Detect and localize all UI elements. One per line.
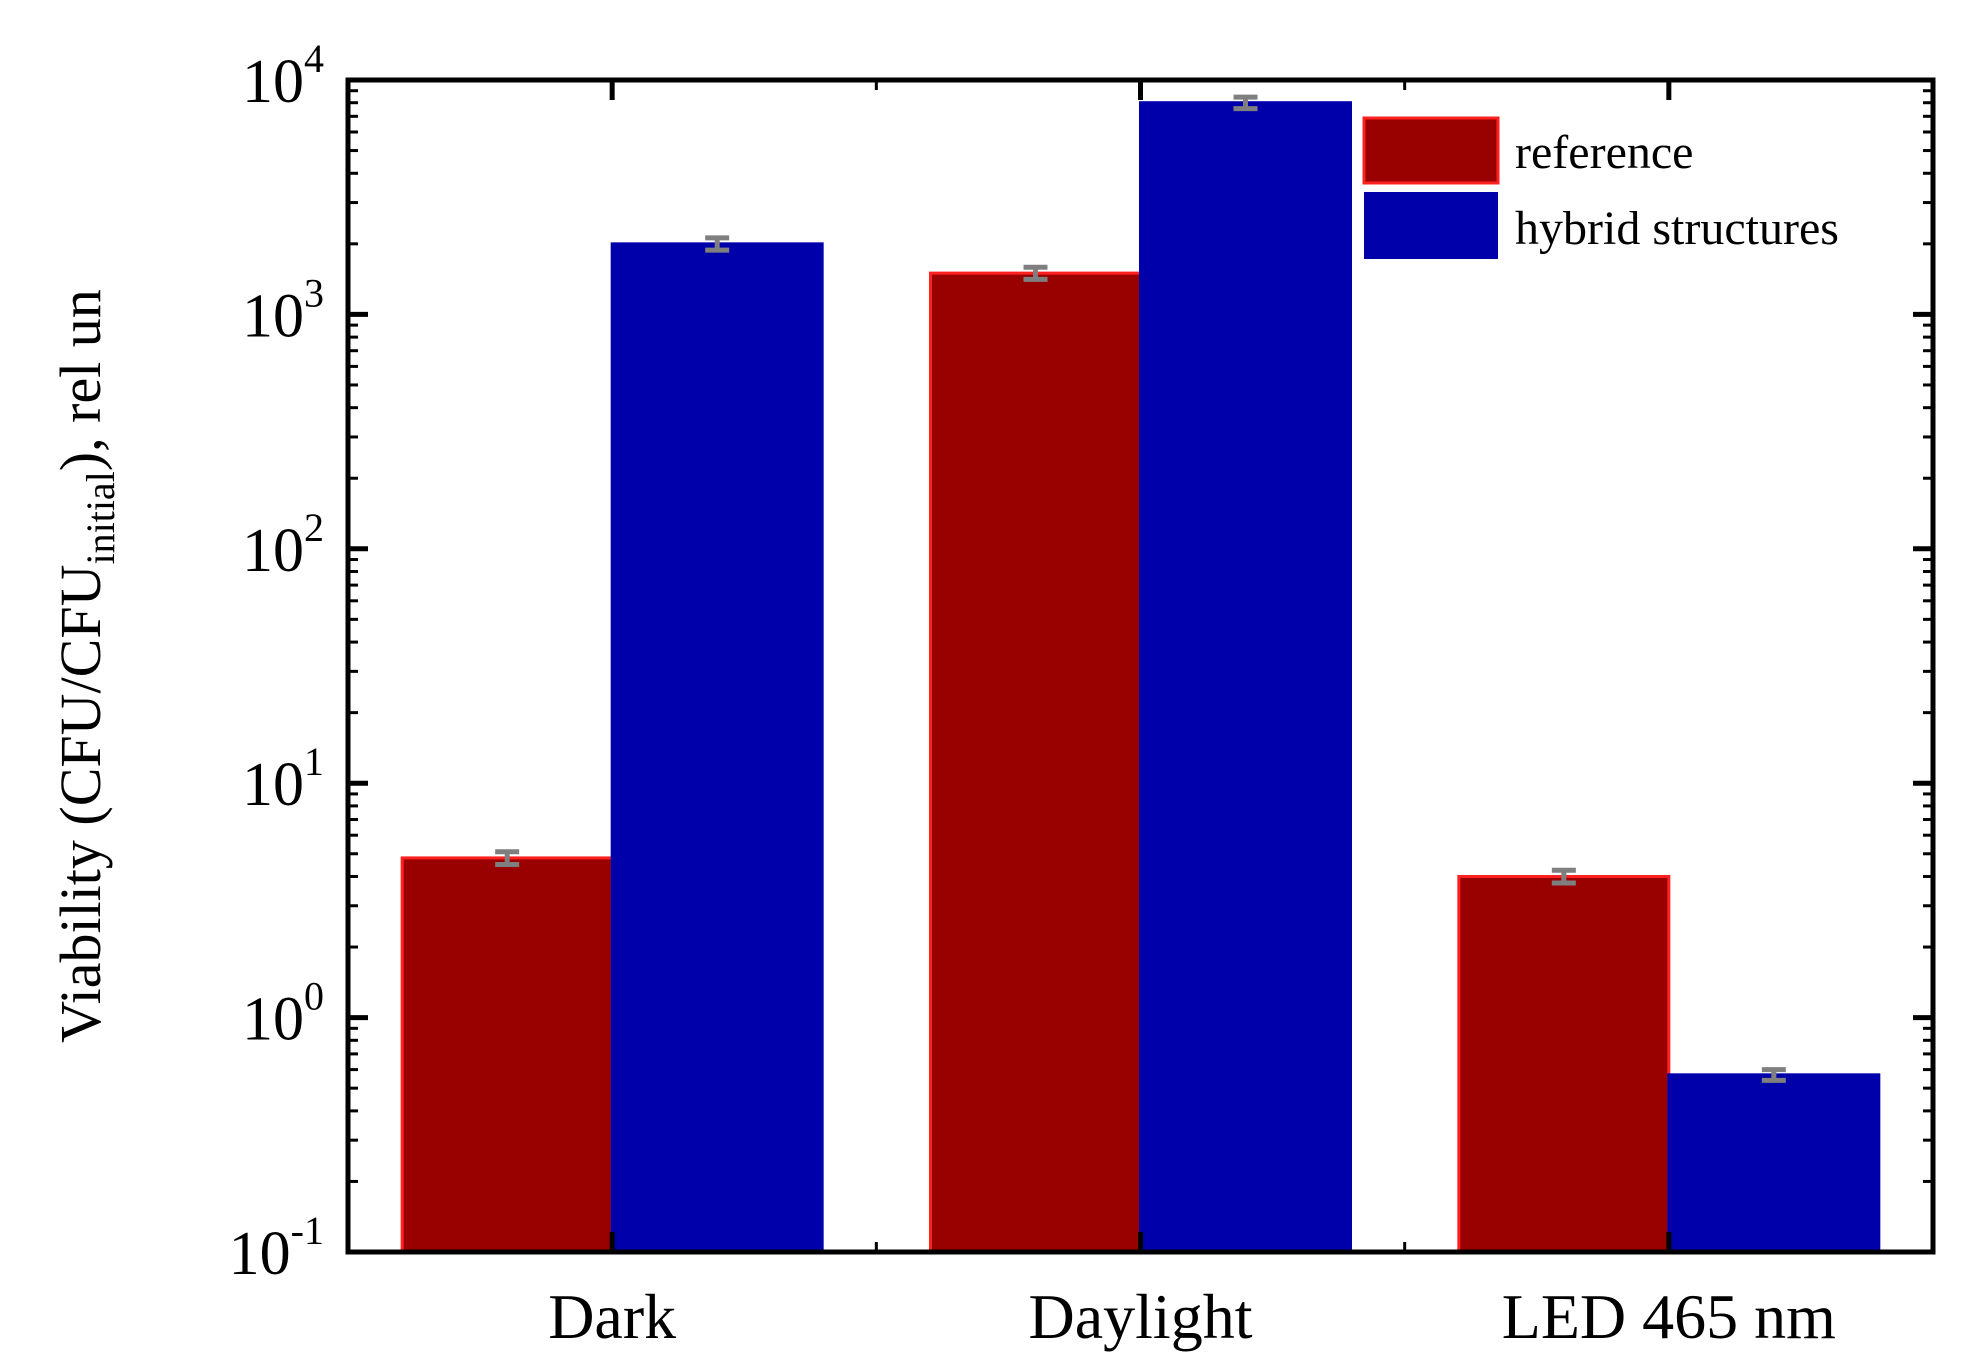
error-bar-reference-led-465-nm xyxy=(1551,867,1576,886)
error-bar-hybrid-structures-dark xyxy=(705,235,730,253)
bar-hybrid-structures-led-465-nm xyxy=(1667,1073,1881,1254)
x-tick-label-led-465-nm: LED 465 nm xyxy=(1502,1281,1836,1352)
error-bars-layer xyxy=(495,94,1786,1083)
legend-swatch-hybrid-structures xyxy=(1364,192,1498,259)
y-tick-label: 104 xyxy=(242,36,324,116)
bar-hybrid-structures-daylight xyxy=(1139,101,1352,1254)
legend-swatch-reference xyxy=(1362,116,1500,185)
error-bar-reference-daylight xyxy=(1023,264,1048,282)
y-axis-title-prefix: Viability (CFU/CFU xyxy=(48,565,113,1043)
error-bar-hybrid-structures-led-465-nm xyxy=(1761,1067,1786,1083)
bar-reference-dark xyxy=(400,856,614,1254)
legend-label-reference: reference xyxy=(1515,126,1693,179)
y-tick-label: 100 xyxy=(242,974,324,1054)
bar-hybrid-structures-dark xyxy=(610,242,824,1254)
legend: reference hybrid structures xyxy=(1362,116,1839,259)
legend-label-hybrid-structures: hybrid structures xyxy=(1515,202,1839,255)
y-tick-label: 101 xyxy=(242,739,324,819)
error-bar-hybrid-structures-daylight xyxy=(1233,94,1258,112)
y-axis-title: Viability (CFU/CFUinitial), rel un xyxy=(48,289,123,1043)
y-tick-label: 10-1 xyxy=(229,1208,324,1288)
y-tick-labels: 10-1 100 101 102 103 104 xyxy=(229,36,324,1288)
x-tick-label-dark: Dark xyxy=(548,1281,676,1352)
x-tick-label-daylight: Daylight xyxy=(1029,1281,1253,1352)
bar-reference-led-465-nm xyxy=(1457,874,1671,1254)
bar-reference-daylight xyxy=(929,271,1142,1254)
y-axis-title-subscript: initial xyxy=(78,471,123,564)
error-bar-reference-dark xyxy=(495,849,520,867)
bars-layer xyxy=(400,101,1881,1254)
ticks-layer xyxy=(348,77,1933,1255)
y-tick-label: 102 xyxy=(242,505,324,585)
y-tick-label: 103 xyxy=(242,270,324,350)
x-tick-labels: Dark Daylight LED 465 nm xyxy=(548,1281,1836,1352)
y-axis-title-suffix: ), rel un xyxy=(48,289,113,471)
